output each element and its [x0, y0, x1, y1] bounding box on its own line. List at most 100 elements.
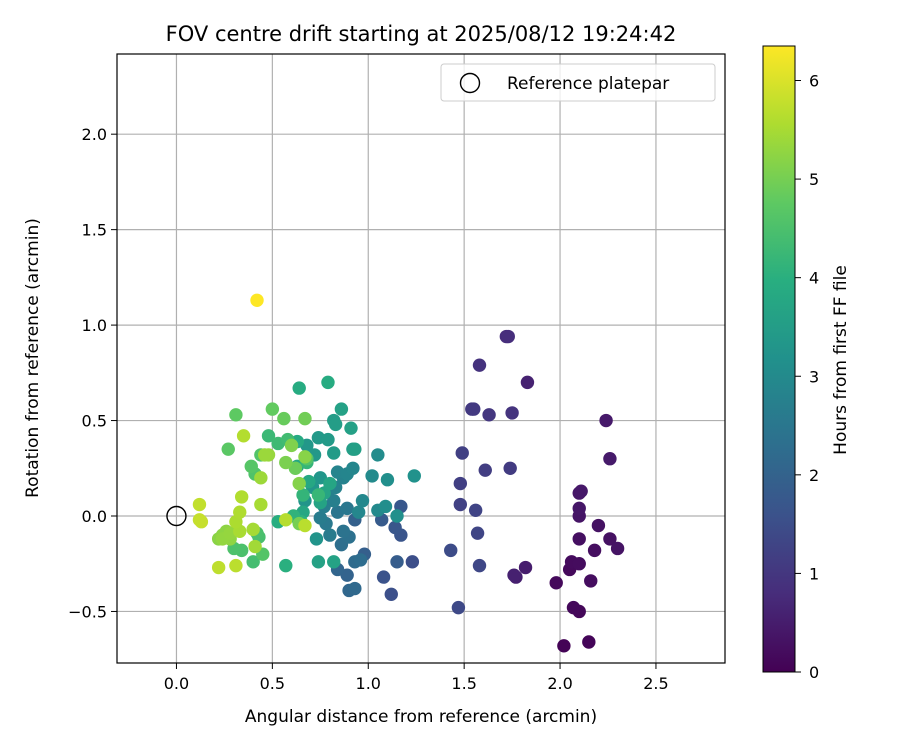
legend-box	[440, 63, 716, 102]
colorbar-tick-label: 1	[809, 564, 819, 583]
data-point	[248, 539, 262, 554]
data-point	[344, 421, 358, 435]
data-point	[384, 587, 398, 601]
data-point	[298, 450, 312, 464]
colorbar-tick-label: 3	[809, 367, 819, 386]
data-point	[566, 600, 581, 615]
data-point	[472, 558, 487, 573]
data-point	[321, 375, 335, 390]
plot-area	[117, 54, 725, 663]
data-point	[455, 446, 469, 460]
x-tick-label: 1.5	[451, 674, 476, 693]
data-point	[298, 518, 312, 533]
data-point	[351, 505, 366, 519]
data-point	[233, 505, 247, 519]
data-point	[468, 503, 483, 517]
y-tick-label: 2.0	[82, 125, 107, 144]
y-axis-ticks: −0.5 0.0 0.5 1.0 1.5 2.0	[68, 125, 117, 621]
x-tick-label: 2.0	[547, 674, 572, 693]
data-point	[292, 476, 306, 491]
data-point	[257, 448, 272, 462]
data-point	[261, 429, 276, 443]
data-point	[313, 511, 328, 525]
y-tick-label: 0.5	[82, 412, 107, 431]
x-tick-label: 1.0	[356, 674, 381, 693]
data-point	[192, 497, 207, 512]
data-point	[380, 473, 395, 487]
gridlines	[117, 54, 725, 663]
data-point	[346, 461, 360, 475]
data-point	[599, 413, 613, 428]
data-point	[321, 432, 335, 447]
data-point	[407, 469, 421, 483]
data-point	[211, 560, 226, 575]
data-point	[472, 358, 487, 372]
x-axis-label: Angular distance from reference (arcmin)	[245, 707, 597, 727]
data-point	[348, 442, 362, 456]
data-point	[518, 560, 533, 575]
data-point	[505, 406, 519, 420]
data-point	[520, 375, 535, 390]
data-point	[470, 526, 485, 540]
x-tick-label: 0.0	[164, 674, 189, 693]
data-point	[246, 555, 260, 569]
colorbar-tick-label: 5	[809, 170, 819, 189]
data-point	[236, 429, 251, 443]
plot-frame	[116, 53, 726, 664]
x-axis-ticks: 0.0 0.5 1.0 1.5 2.0 2.5	[164, 663, 669, 693]
data-point	[246, 522, 260, 537]
data-point	[327, 446, 341, 460]
legend: Reference platepar	[440, 63, 716, 102]
colorbar-tick-label: 2	[809, 466, 819, 485]
data-point	[311, 488, 326, 502]
data-point	[279, 455, 293, 470]
data-point	[323, 476, 337, 491]
data-point	[244, 459, 258, 474]
data-point	[444, 543, 458, 558]
scatter-points	[192, 293, 625, 653]
data-point	[355, 494, 370, 508]
data-point	[378, 499, 393, 514]
data-point	[340, 501, 354, 516]
data-point	[298, 411, 312, 426]
data-point	[482, 408, 496, 422]
data-point	[467, 402, 481, 416]
data-point	[250, 293, 264, 307]
colorbar-tick-label: 0	[809, 663, 819, 682]
data-point	[572, 501, 586, 516]
data-point	[574, 484, 588, 498]
data-point	[265, 402, 280, 416]
data-point	[451, 600, 466, 615]
colorbar-tick-label: 4	[809, 269, 819, 288]
data-point	[279, 558, 293, 573]
data-point	[557, 639, 571, 653]
data-point	[284, 438, 299, 453]
data-point	[328, 417, 343, 432]
data-point	[234, 490, 249, 504]
reference-marker	[166, 505, 187, 527]
data-point	[610, 541, 625, 556]
data-point	[572, 557, 586, 571]
data-point	[323, 528, 337, 542]
data-point	[229, 558, 243, 573]
data-point	[353, 553, 368, 567]
chart-title: FOV centre drift starting at 2025/08/12 …	[166, 22, 677, 46]
data-point	[572, 532, 586, 546]
data-point	[390, 509, 404, 523]
data-point	[277, 411, 291, 426]
y-axis-label: Rotation from reference (arcmin)	[23, 218, 43, 498]
reference-platepar-point	[166, 505, 187, 527]
data-point	[501, 329, 515, 344]
colorbar: 0 1 2 3 4 5 6 Hours from first FF file	[762, 45, 851, 682]
data-point	[365, 469, 379, 483]
colorbar-label: Hours from first FF file	[831, 265, 851, 455]
data-point	[292, 381, 306, 395]
data-point	[327, 555, 341, 569]
data-point	[603, 532, 617, 546]
data-point	[587, 543, 602, 558]
legend-marker-reference	[459, 72, 481, 94]
data-point	[478, 463, 492, 477]
data-point	[194, 515, 209, 529]
x-tick-label: 0.5	[260, 674, 285, 693]
